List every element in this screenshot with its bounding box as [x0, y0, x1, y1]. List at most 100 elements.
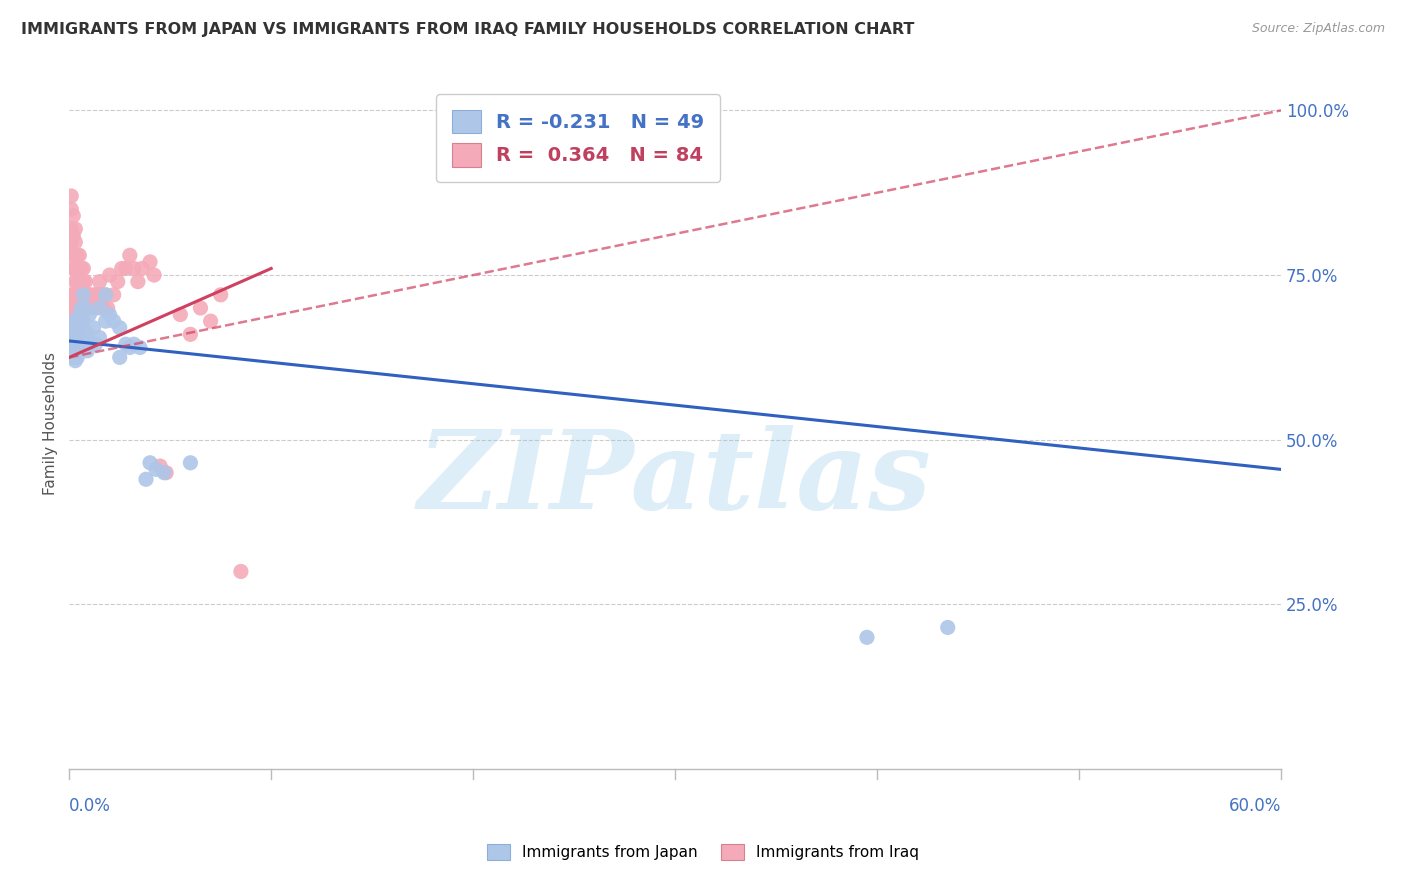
Point: [65, 327, 87, 342]
Point: [97, 301, 120, 315]
Point: [65, 301, 87, 315]
Point: [76, 343, 98, 358]
Point: [66, 351, 89, 365]
Point: [62, 228, 84, 243]
Point: [103, 288, 125, 302]
Point: [67, 248, 90, 262]
Point: [67, 288, 90, 302]
Text: ZIPatlas: ZIPatlas: [418, 425, 932, 533]
Point: [62, 314, 84, 328]
Y-axis label: Family Households: Family Households: [44, 351, 58, 495]
Point: [122, 337, 145, 351]
Point: [66, 301, 89, 315]
Point: [190, 301, 212, 315]
Point: [76, 301, 98, 315]
Point: [67, 327, 90, 342]
Point: [62, 288, 84, 302]
Point: [127, 275, 149, 289]
Point: [67, 275, 90, 289]
Point: [153, 466, 176, 480]
Point: [89, 301, 111, 315]
Point: [936, 620, 959, 634]
Point: [76, 327, 98, 342]
Point: [82, 320, 104, 334]
Point: [209, 288, 232, 302]
Point: [67, 301, 90, 315]
Point: [84, 301, 107, 315]
Point: [98, 308, 121, 322]
Point: [89, 331, 111, 345]
Point: [66, 341, 89, 355]
Point: [75, 301, 97, 315]
Point: [62, 301, 84, 315]
Point: [75, 324, 97, 338]
Point: [129, 341, 152, 355]
Point: [72, 301, 94, 315]
Point: [65, 222, 87, 236]
Point: [79, 334, 101, 348]
Point: [65, 327, 87, 342]
Point: [118, 341, 141, 355]
Text: 0.0%: 0.0%: [69, 797, 111, 814]
Point: [86, 288, 108, 302]
Point: [94, 288, 117, 302]
Point: [75, 275, 97, 289]
Point: [60, 202, 83, 217]
Point: [149, 459, 172, 474]
Point: [229, 565, 252, 579]
Point: [65, 353, 87, 368]
Point: [94, 288, 117, 302]
Point: [856, 631, 879, 645]
Point: [131, 261, 153, 276]
Point: [79, 301, 101, 315]
Point: [67, 261, 90, 276]
Point: [70, 301, 93, 315]
Point: [79, 288, 101, 302]
Point: [179, 456, 201, 470]
Point: [60, 288, 83, 302]
Point: [89, 275, 111, 289]
Point: [65, 341, 87, 355]
Point: [67, 341, 90, 355]
Point: [67, 314, 90, 328]
Point: [143, 268, 166, 282]
Point: [70, 334, 93, 348]
Point: [66, 310, 89, 325]
Point: [70, 275, 93, 289]
Point: [179, 327, 201, 342]
Point: [66, 248, 89, 262]
Point: [66, 261, 89, 276]
Point: [122, 261, 145, 276]
Point: [60, 314, 83, 328]
Point: [72, 275, 94, 289]
Point: [70, 301, 93, 315]
Point: [66, 337, 89, 351]
Point: [93, 301, 115, 315]
Point: [60, 301, 83, 315]
Point: [72, 288, 94, 302]
Point: [90, 288, 112, 302]
Point: [70, 314, 93, 328]
Point: [145, 462, 167, 476]
Legend: Immigrants from Japan, Immigrants from Iraq: Immigrants from Japan, Immigrants from I…: [481, 838, 925, 866]
Point: [155, 466, 177, 480]
Point: [98, 268, 121, 282]
Point: [66, 288, 89, 302]
Point: [200, 314, 222, 328]
Point: [60, 324, 83, 338]
Point: [67, 314, 90, 328]
Point: [66, 324, 89, 338]
Point: [108, 320, 131, 334]
Point: [76, 288, 98, 302]
Point: [114, 337, 136, 351]
Point: [72, 261, 94, 276]
Point: [65, 235, 87, 249]
Point: [94, 314, 117, 328]
Point: [62, 351, 84, 365]
Point: [66, 327, 89, 342]
Point: [114, 261, 136, 276]
Point: [108, 351, 131, 365]
Point: [65, 288, 87, 302]
Point: [60, 235, 83, 249]
Point: [118, 248, 141, 262]
